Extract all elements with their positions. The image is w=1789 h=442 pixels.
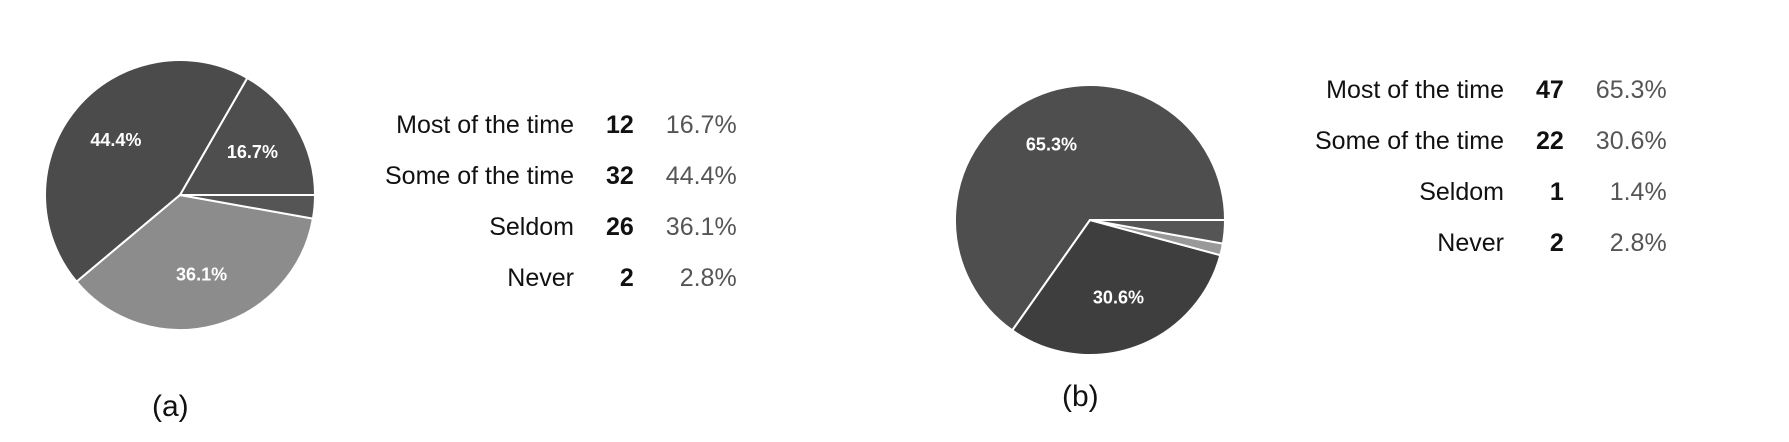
legend-row: Never 2 2.8% [385, 253, 737, 304]
legend-label: Seldom [1419, 178, 1504, 206]
legend-row: Some of the time 32 44.4% [385, 151, 737, 202]
pie-slice-most-of-the-time [954, 84, 1227, 332]
slice-percent-label: 44.4% [90, 130, 141, 150]
slice-percent-label: 36.1% [176, 265, 227, 285]
pie-chart-b: 65.3% 30.6% [954, 84, 1227, 356]
legend-row: Some of the time 22 30.6% [1315, 116, 1667, 167]
legend-label: Some of the time [385, 162, 574, 190]
legend-percent: 2.8% [679, 264, 737, 292]
legend-count: 26 [605, 213, 634, 241]
pie-slice-never [179, 194, 317, 220]
legend-count: 2 [619, 264, 634, 292]
legend-label: Most of the time [1326, 76, 1504, 104]
caption-a: (a) [152, 390, 189, 423]
legend-percent: 16.7% [665, 111, 737, 139]
legend-count: 2 [1549, 229, 1564, 257]
legend-row: Most of the time 47 65.3% [1315, 65, 1667, 116]
legend-percent: 2.8% [1609, 229, 1667, 257]
legend-row: Seldom 1 1.4% [1315, 167, 1667, 218]
pie-slice-never [1089, 219, 1227, 245]
legend-percent: 36.1% [665, 213, 737, 241]
legend-row: Never 2 2.8% [1315, 218, 1667, 269]
legend-count: 32 [605, 162, 634, 190]
legend-count: 47 [1535, 76, 1564, 104]
slice-percent-label: 30.6% [1093, 287, 1144, 307]
pie-chart-a: 16.7% 44.4% 36.1% [44, 59, 317, 331]
legend-count: 12 [605, 111, 634, 139]
caption-b: (b) [1062, 380, 1099, 413]
pie-slice-seldom [75, 193, 315, 331]
legend-label: Never [1437, 229, 1504, 257]
legend-percent: 65.3% [1595, 76, 1667, 104]
legend-percent: 30.6% [1595, 127, 1667, 155]
pie-slice-some-of-the-time [44, 59, 249, 284]
legend-table-a: Most of the time 12 16.7% Some of the ti… [385, 100, 737, 304]
legend-count: 22 [1535, 127, 1564, 155]
legend-label: Seldom [489, 213, 574, 241]
legend-row: Most of the time 12 16.7% [385, 100, 737, 151]
pie-slice-most-of-the-time [178, 76, 317, 196]
legend-count: 1 [1549, 178, 1564, 206]
legend-label: Some of the time [1315, 127, 1504, 155]
slice-percent-label: 65.3% [1026, 134, 1077, 154]
legend-label: Never [507, 264, 574, 292]
pie-slice-some-of-the-time [1010, 218, 1222, 356]
legend-percent: 1.4% [1609, 178, 1667, 206]
legend-table-b: Most of the time 47 65.3% Some of the ti… [1315, 65, 1667, 269]
legend-percent: 44.4% [665, 162, 737, 190]
legend-label: Most of the time [396, 111, 574, 139]
slice-percent-label: 16.7% [227, 142, 278, 162]
legend-row: Seldom 26 36.1% [385, 202, 737, 253]
